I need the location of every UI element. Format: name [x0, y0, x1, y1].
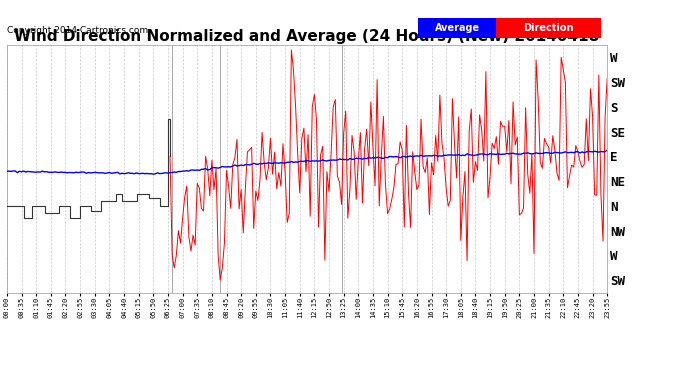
Title: Wind Direction Normalized and Average (24 Hours) (New) 20140418: Wind Direction Normalized and Average (2…	[14, 29, 600, 44]
Text: Copyright 2014 Cartronics.com: Copyright 2014 Cartronics.com	[7, 26, 148, 35]
Text: Average: Average	[435, 22, 480, 33]
FancyBboxPatch shape	[496, 18, 601, 38]
FancyBboxPatch shape	[418, 18, 496, 38]
Text: Direction: Direction	[524, 22, 574, 33]
